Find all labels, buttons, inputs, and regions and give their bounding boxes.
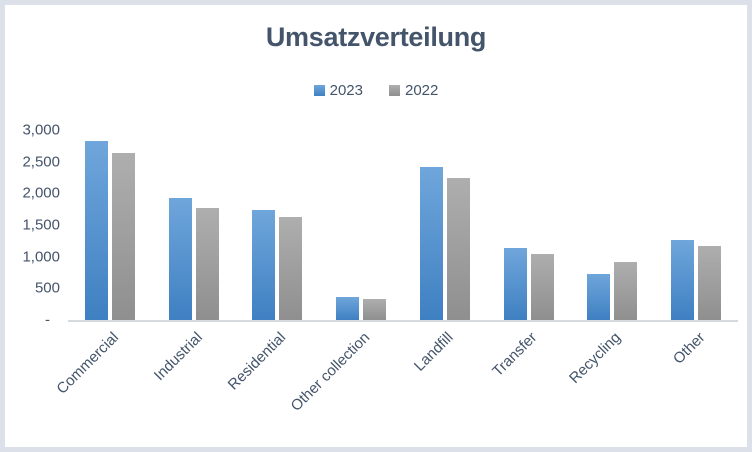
y-axis-tick-label: 500 bbox=[34, 279, 60, 297]
y-axis-tick-label: 1,500 bbox=[22, 216, 60, 234]
x-axis-label-commercial: Commercial bbox=[53, 329, 122, 398]
bars-container bbox=[68, 130, 738, 320]
bar-group-other bbox=[654, 239, 738, 320]
bar-2023-transfer bbox=[503, 248, 527, 320]
bar-2023-landfill bbox=[419, 167, 443, 320]
y-axis-tick-label: 2,500 bbox=[22, 153, 60, 171]
x-axis-cell-landfill: Landfill bbox=[403, 322, 487, 442]
bar-2023-residential bbox=[252, 210, 276, 320]
bar-2022-recycling bbox=[614, 261, 638, 320]
bar-group-landfill bbox=[403, 167, 487, 320]
bar-group-commercial bbox=[68, 140, 152, 320]
legend-label-2022: 2022 bbox=[405, 81, 439, 99]
y-axis-tick-label: 2,000 bbox=[22, 184, 60, 202]
x-axis-cell-transfer: Transfer bbox=[487, 322, 571, 442]
x-axis-label-other: Other bbox=[669, 329, 709, 368]
bar-2022-industrial bbox=[195, 207, 219, 320]
x-axis-label-industrial: Industrial bbox=[150, 329, 206, 385]
bar-2023-recycling bbox=[587, 273, 611, 320]
legend-label-2023: 2023 bbox=[329, 81, 363, 99]
chart-title: Umsatzverteilung bbox=[265, 22, 487, 52]
legend-item-2023: 2023 bbox=[313, 81, 363, 99]
plot-area bbox=[68, 130, 738, 322]
chart-area: 3,000 2,500 2,000 1,500 1,000 500 - bbox=[5, 122, 747, 329]
bar-group-residential bbox=[236, 210, 320, 320]
y-axis-tick-label: 3,000 bbox=[22, 121, 60, 139]
x-axis-label-landfill: Landfill bbox=[411, 329, 457, 375]
x-axis-cell-other: Other bbox=[654, 322, 738, 442]
bar-2022-other bbox=[698, 245, 722, 320]
bar-2022-landfill bbox=[446, 178, 470, 320]
legend-swatch-2022 bbox=[389, 84, 400, 96]
bar-2023-industrial bbox=[168, 198, 192, 320]
bar-2023-other-collection bbox=[336, 296, 360, 320]
x-axis-labels: Commercial Industrial Residential Other col… bbox=[53, 322, 738, 442]
legend: 2023 2022 bbox=[5, 81, 747, 99]
bar-2022-residential bbox=[279, 216, 303, 320]
bar-2023-commercial bbox=[84, 140, 108, 320]
x-axis-cell-industrial: Industrial bbox=[150, 322, 236, 442]
y-axis-tick-label: 1,000 bbox=[22, 248, 60, 266]
bar-group-transfer bbox=[487, 248, 571, 320]
y-axis: 3,000 2,500 2,000 1,500 1,000 500 - bbox=[5, 122, 68, 329]
bar-2022-transfer bbox=[530, 254, 554, 320]
x-axis-cell-other-collection: Other collection bbox=[287, 322, 403, 442]
x-axis-cell-recycling: Recycling bbox=[566, 322, 655, 442]
bar-group-recycling bbox=[571, 261, 655, 320]
bar-2023-other bbox=[671, 239, 695, 320]
legend-swatch-2023 bbox=[313, 84, 325, 96]
x-axis-label-residential: Residential bbox=[224, 329, 290, 394]
bar-2022-other-collection bbox=[363, 299, 387, 320]
bar-group-other-collection bbox=[319, 296, 403, 320]
bar-group-industrial bbox=[152, 198, 236, 320]
y-axis-tick-label: - bbox=[45, 311, 50, 329]
legend-item-2022: 2022 bbox=[389, 82, 438, 99]
x-axis-label-recycling: Recycling bbox=[566, 329, 625, 388]
x-axis-cell-commercial: Commercial bbox=[53, 322, 152, 442]
x-axis-label-transfer: Transfer bbox=[489, 329, 541, 381]
bar-2022-commercial bbox=[111, 152, 135, 320]
